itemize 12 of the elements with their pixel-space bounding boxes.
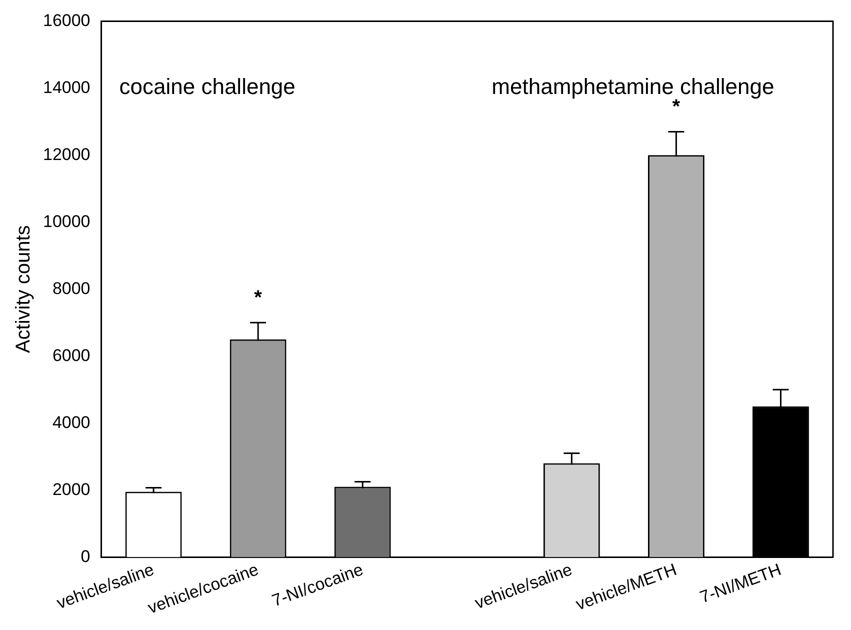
y-tick-label: 8000 — [52, 278, 90, 298]
y-tick-label: 16000 — [42, 10, 90, 30]
y-axis-title: Activity counts — [12, 225, 35, 354]
y-tick-label: 6000 — [52, 346, 90, 365]
y-tick-label: 14000 — [42, 78, 90, 97]
annotation: cocaine challenge — [119, 74, 296, 100]
y-tick-label: 12000 — [42, 144, 90, 164]
y-tick-label: 4000 — [52, 412, 90, 432]
y-tick-label: 2000 — [52, 480, 90, 499]
annotation: * — [254, 287, 262, 310]
y-tick-label: 10000 — [42, 212, 90, 231]
y-tick-label: 0 — [80, 546, 90, 566]
